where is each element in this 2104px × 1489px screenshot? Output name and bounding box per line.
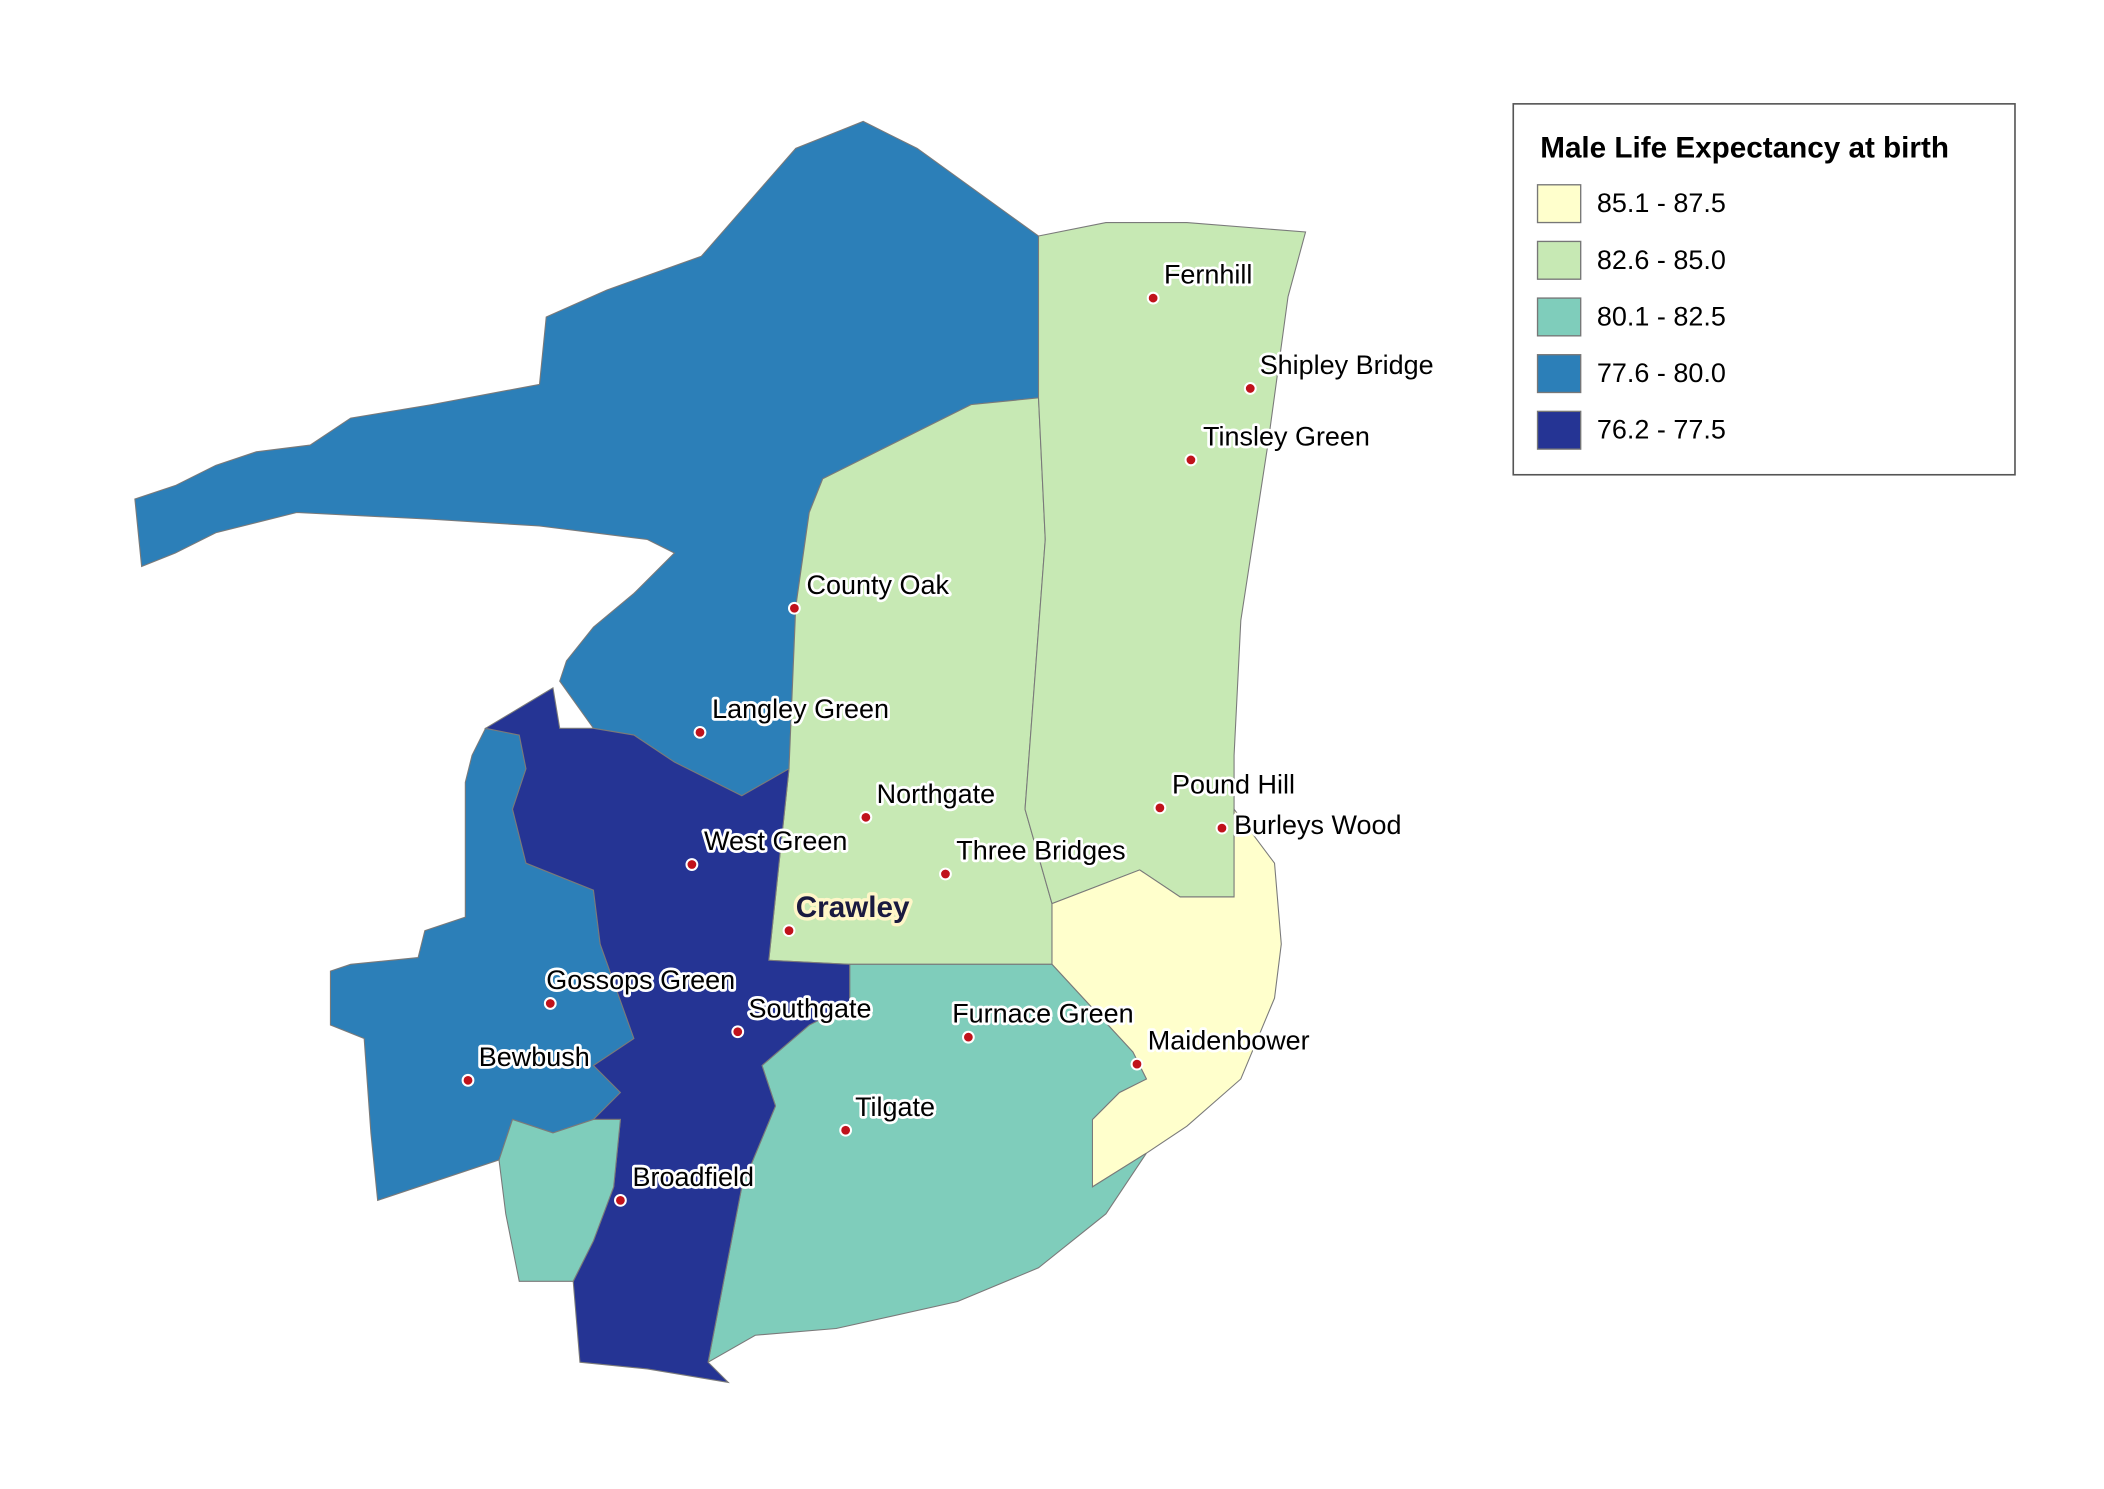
place-label: West Green [704,826,847,856]
place-label: Langley Green [712,694,889,724]
place-dot [939,867,952,881]
legend-label: 77.6 - 80.0 [1597,358,1726,388]
legend-box [1512,103,2016,476]
place-dot [614,1193,627,1207]
region [498,1118,622,1282]
legend-label: 85.1 - 87.5 [1597,188,1726,218]
legend-swatch [1536,240,1582,280]
place-dot [1184,453,1198,467]
place-label: Shipley Bridge [1260,350,1434,380]
place-label: County Oak [807,570,950,600]
place-dot [787,601,801,615]
place-dot [1243,382,1257,395]
place-dot [1215,821,1229,835]
place-dot [543,997,557,1010]
place-label: Northgate [877,779,995,809]
place-dot [859,810,873,824]
places: Fernhill Shipley Bridge Tinsley Green Co… [461,257,1436,1207]
place-label: Bewbush [479,1042,590,1072]
place-label: Tinsley Green [1203,421,1370,451]
region [1024,222,1307,905]
place-label: Furnace Green [952,999,1133,1029]
legend-swatch [1536,184,1582,224]
legend-swatch [1536,354,1582,394]
regions [134,120,1307,1384]
place-label: Southgate [749,993,872,1023]
place-dot [782,924,796,938]
place-dot [731,1025,745,1039]
place-label: Fernhill [1164,260,1252,290]
place-dot [461,1073,475,1087]
place-label: Broadfield [633,1162,754,1192]
place-dot [685,858,699,871]
legend: Male Life Expectancy at birth 85.1 - 87.… [1512,103,2016,476]
place-dot [1130,1057,1144,1071]
legend-title: Male Life Expectancy at birth [1540,132,1949,165]
legend-swatch [1536,297,1582,337]
place-dot [839,1123,853,1137]
legend-swatch [1536,410,1582,450]
legend-label: 80.1 - 82.5 [1597,301,1726,331]
place-dot [1146,291,1160,305]
place-dot [1153,801,1167,815]
place-label: Tilgate [855,1092,935,1122]
region [484,686,851,1384]
place-label: Burleys Wood [1234,810,1401,840]
legend-label: 82.6 - 85.0 [1597,245,1726,275]
legend-label: 76.2 - 77.5 [1597,415,1726,445]
place-label: Gossops Green [546,965,735,995]
place-label: Maidenbower [1148,1026,1310,1056]
place-label: Three Bridges [956,836,1125,866]
place-dot [693,725,707,739]
place-label: Pound Hill [1172,769,1295,799]
place-dot [961,1030,975,1044]
town-label: Crawley [796,891,910,924]
